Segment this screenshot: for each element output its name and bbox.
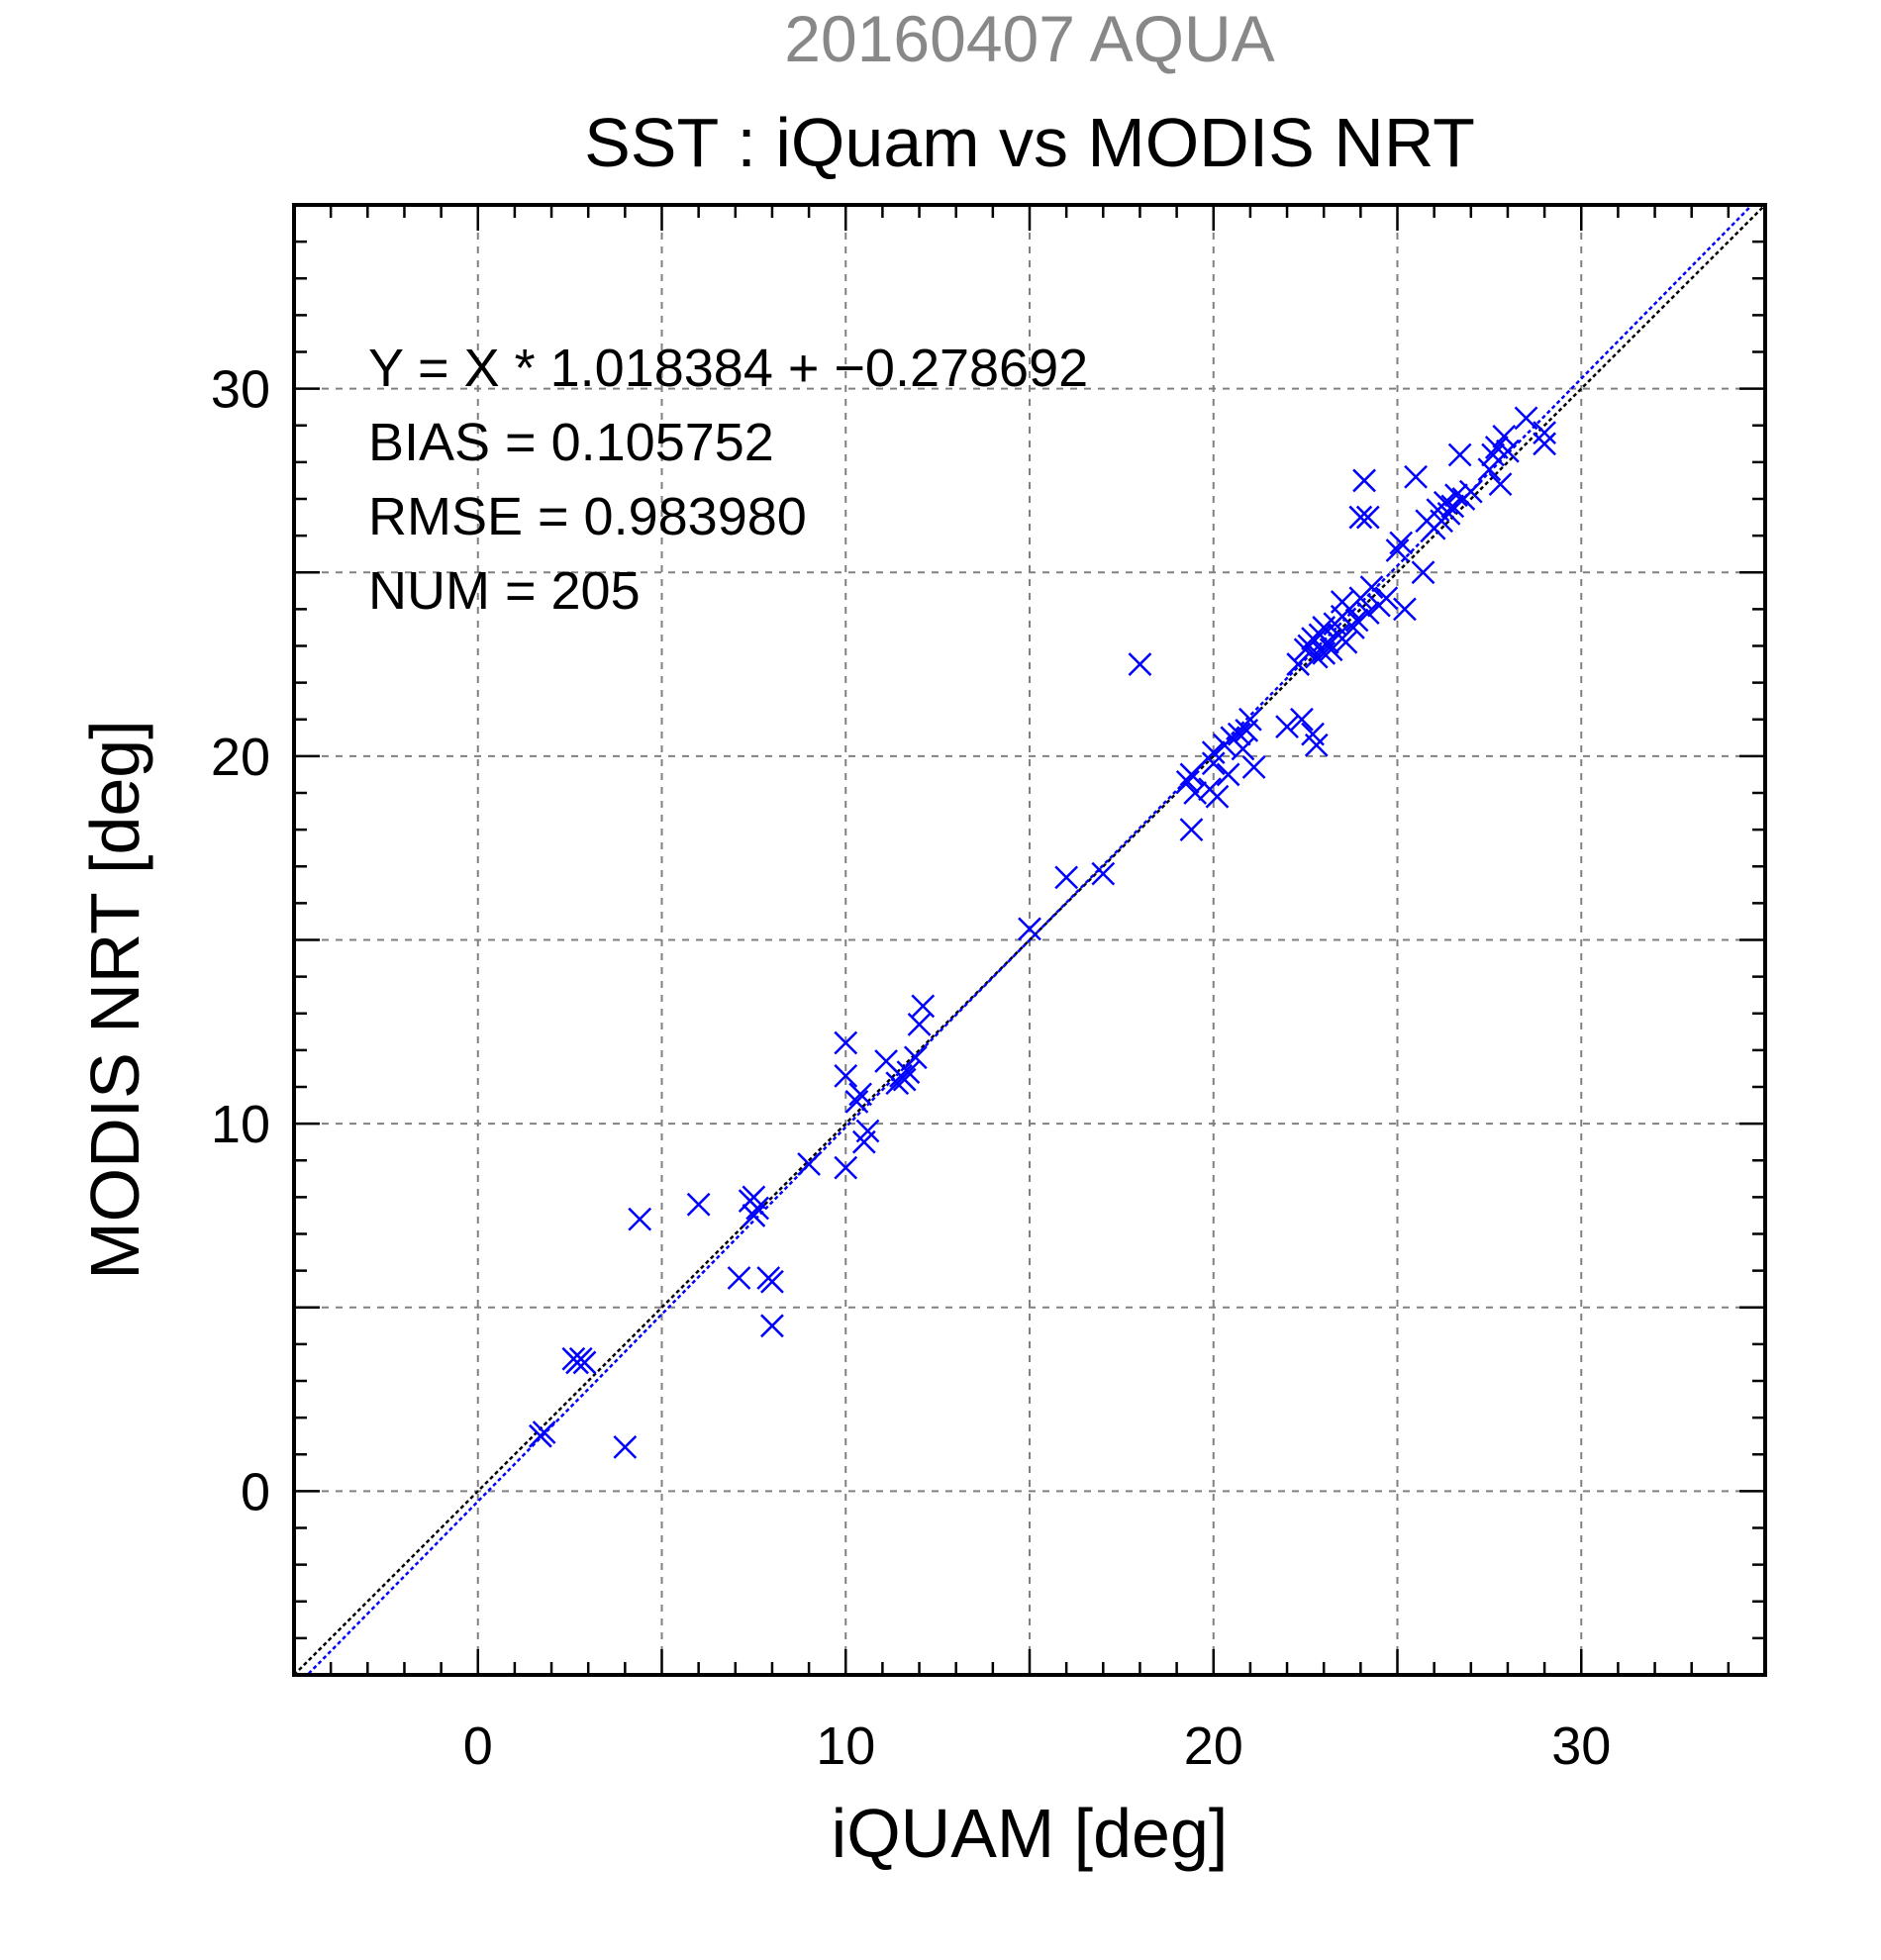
data-point xyxy=(1447,442,1472,467)
data-point xyxy=(760,1314,784,1338)
stats-num: NUM = 205 xyxy=(368,561,641,621)
data-point xyxy=(1018,917,1041,941)
data-point xyxy=(1179,762,1204,787)
data-point xyxy=(834,1155,858,1180)
data-point xyxy=(1183,781,1208,805)
data-point xyxy=(1201,751,1226,776)
reference-lines xyxy=(294,205,1765,1675)
data-point xyxy=(1444,483,1468,508)
data-point xyxy=(1316,630,1339,654)
data-point xyxy=(844,1089,869,1114)
data-point xyxy=(1481,442,1505,467)
data-point xyxy=(834,1063,858,1088)
data-point xyxy=(1304,644,1329,669)
data-point xyxy=(1411,560,1436,585)
data-point xyxy=(1334,630,1358,654)
data-point xyxy=(1227,722,1251,746)
data-point xyxy=(797,1152,821,1176)
data-point xyxy=(1389,531,1414,555)
y-tick-label: 0 xyxy=(241,1462,270,1521)
data-point xyxy=(1355,505,1380,530)
data-point xyxy=(1216,762,1240,787)
data-point xyxy=(628,1207,652,1231)
data-point xyxy=(1404,464,1428,489)
stats-regression-equation: Y = X * 1.018384 + −0.278692 xyxy=(368,339,1088,398)
data-point xyxy=(903,1045,928,1070)
data-point xyxy=(1355,601,1380,625)
y-tick-label: 30 xyxy=(211,360,270,420)
data-point xyxy=(1533,432,1556,456)
data-point xyxy=(1533,421,1556,445)
data-point xyxy=(1231,736,1255,761)
data-point xyxy=(1359,575,1384,599)
data-point xyxy=(1290,707,1314,732)
data-point xyxy=(1319,637,1343,662)
data-point xyxy=(1492,425,1517,448)
data-point xyxy=(1275,715,1299,739)
data-point xyxy=(1374,586,1399,611)
data-point xyxy=(1238,707,1262,732)
data-points xyxy=(529,406,1556,1459)
data-point xyxy=(1393,597,1417,622)
y-tick-label: 20 xyxy=(211,728,270,787)
y-axis-label: MODIS NRT [deg] xyxy=(76,720,153,1279)
data-point xyxy=(1496,439,1520,463)
x-tick-label: 10 xyxy=(816,1716,875,1776)
x-tick-label: 30 xyxy=(1551,1716,1611,1776)
chart-title: SST : iQuam vs MODIS NRT xyxy=(584,104,1475,181)
data-point xyxy=(1128,652,1152,676)
regression-line xyxy=(305,205,1754,1675)
data-point xyxy=(613,1434,638,1459)
stats-rmse: RMSE = 0.983980 xyxy=(368,487,807,546)
x-axis-label: iQUAM [deg] xyxy=(832,1795,1229,1872)
data-point xyxy=(1286,652,1311,676)
data-point xyxy=(1352,468,1376,493)
data-point xyxy=(1514,406,1538,431)
data-point xyxy=(1477,457,1502,482)
data-point xyxy=(1348,505,1373,530)
data-point xyxy=(686,1192,711,1217)
chart-supertitle: 20160407 AQUA xyxy=(784,2,1274,75)
data-point xyxy=(907,1013,932,1036)
data-point xyxy=(892,1067,917,1092)
stats-bias: BIAS = 0.105752 xyxy=(368,413,774,472)
data-point xyxy=(745,1196,769,1221)
data-point xyxy=(1054,865,1079,890)
data-point xyxy=(855,1119,880,1143)
data-point xyxy=(742,1204,766,1227)
data-point xyxy=(1241,755,1266,779)
data-point xyxy=(1175,769,1200,794)
data-point xyxy=(834,1030,858,1055)
x-tick-label: 0 xyxy=(463,1716,493,1776)
data-point xyxy=(1304,733,1329,757)
data-point xyxy=(1488,472,1513,497)
data-point xyxy=(760,1269,784,1294)
data-point xyxy=(1344,608,1369,633)
data-point xyxy=(911,994,936,1019)
data-point xyxy=(572,1350,597,1375)
data-point xyxy=(848,1082,872,1107)
data-point xyxy=(1179,818,1204,842)
y-tick-label: 10 xyxy=(211,1095,270,1154)
data-point xyxy=(727,1266,751,1290)
data-point xyxy=(896,1060,921,1085)
axes: 0 10 20 30 0 10 20 30 xyxy=(211,203,1767,1776)
data-point xyxy=(532,1421,556,1444)
data-point xyxy=(1458,479,1483,504)
stats-box: Y = X * 1.018384 + −0.278692 BIAS = 0.10… xyxy=(368,339,1088,621)
data-point xyxy=(1201,740,1226,765)
x-tick-label: 20 xyxy=(1184,1716,1243,1776)
data-point xyxy=(1385,539,1410,562)
data-point xyxy=(1205,784,1230,809)
data-point xyxy=(1091,861,1116,886)
